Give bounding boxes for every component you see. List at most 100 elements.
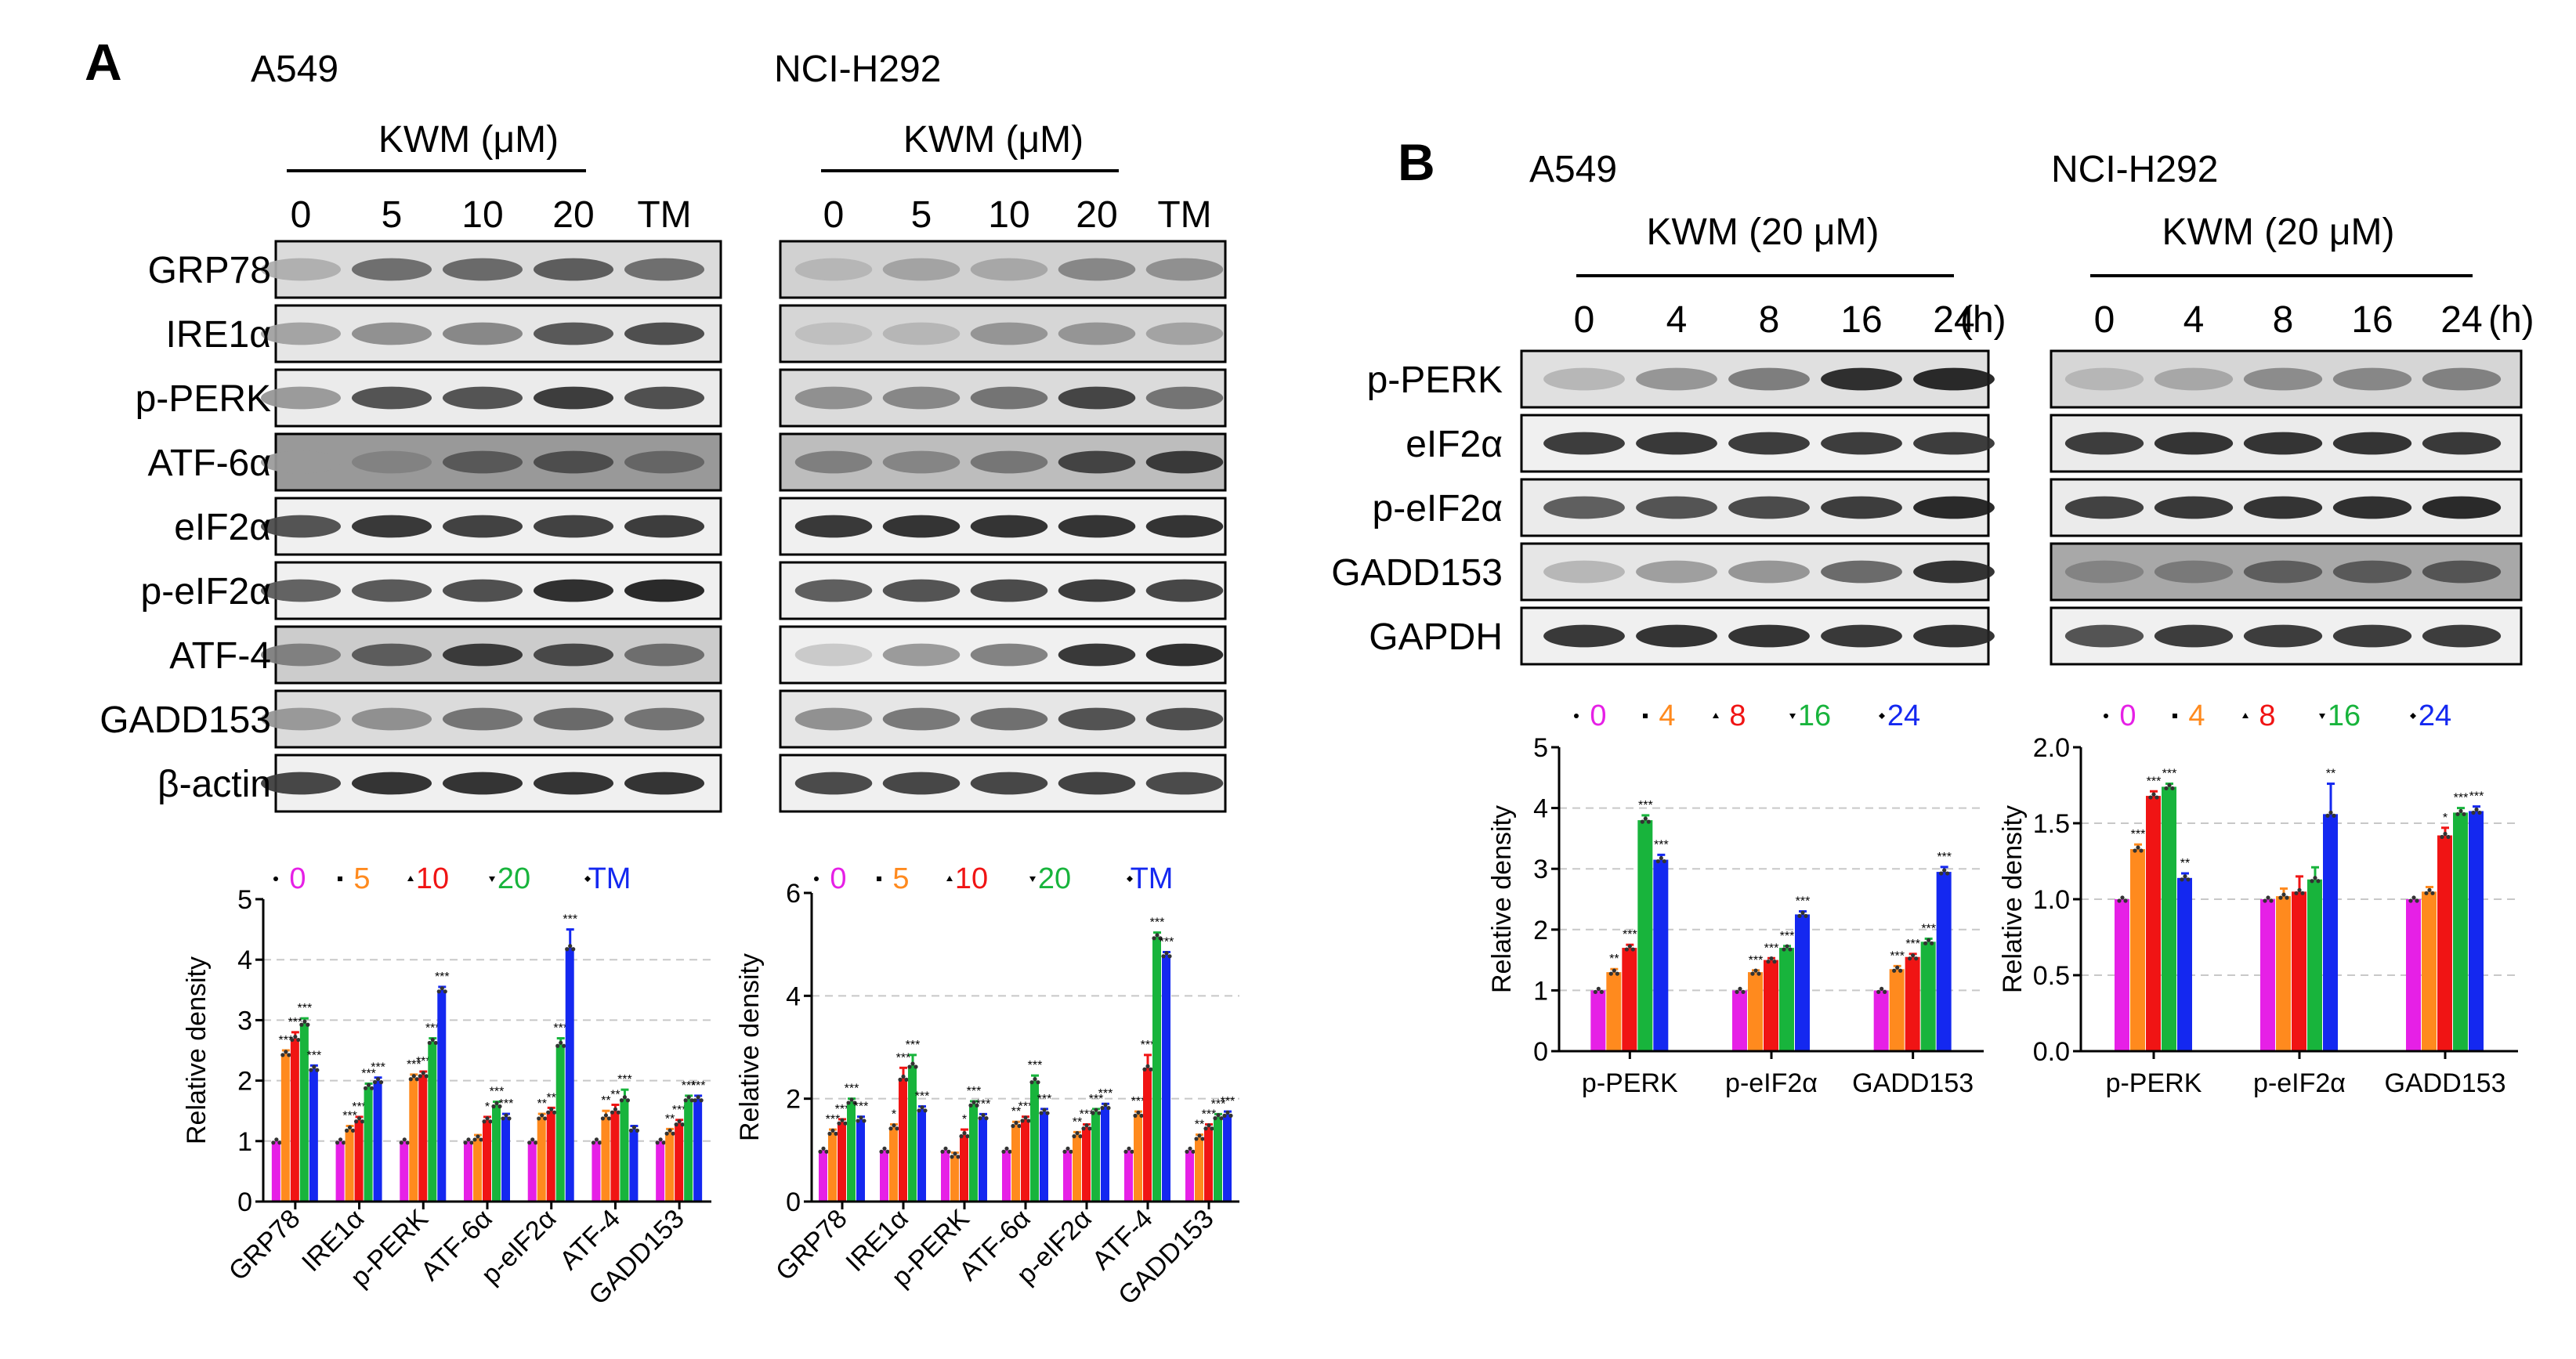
bar <box>1606 972 1622 1051</box>
replicate-point <box>1753 968 1758 973</box>
blot-band <box>1058 772 1136 795</box>
replicate-point <box>1772 960 1777 964</box>
replicate-point <box>882 1146 887 1151</box>
replicate-point <box>862 1119 867 1123</box>
replicate-point <box>1788 947 1793 952</box>
bar <box>345 1129 354 1202</box>
bar <box>409 1077 418 1202</box>
protein-label: ATF-4 <box>169 635 271 677</box>
replicate-point <box>2300 891 2305 895</box>
bar <box>665 1132 675 1202</box>
replicate-point <box>898 1077 903 1082</box>
bar <box>960 1134 968 1202</box>
replicate-point <box>399 1140 403 1145</box>
significance-label: *** <box>2454 792 2469 805</box>
replicate-point <box>2458 808 2463 814</box>
y-tick-label: 5 <box>237 885 252 915</box>
replicate-point <box>1084 1123 1089 1128</box>
bar <box>828 1132 837 1202</box>
replicate-point <box>1612 968 1616 973</box>
replicate-point <box>299 1022 304 1027</box>
replicate-point <box>1185 1149 1189 1154</box>
lane-label: 16 <box>1840 299 1882 341</box>
replicate-point <box>2440 834 2444 840</box>
blot-band <box>1728 432 1810 455</box>
replicate-point <box>1097 1111 1102 1115</box>
significance-label: *** <box>1623 928 1637 942</box>
blot-band <box>533 258 614 281</box>
replicate-point <box>1130 1149 1134 1154</box>
replicate-point <box>940 1149 945 1154</box>
replicate-point <box>2164 786 2169 791</box>
replicate-point <box>1075 1131 1080 1136</box>
bar <box>1030 1080 1039 1202</box>
bar <box>1590 990 1606 1051</box>
blot-band <box>2064 367 2144 391</box>
cell-line-label: NCI-H292 <box>2051 149 2218 190</box>
blot-band <box>1636 560 1717 584</box>
blot-band <box>1913 560 1995 584</box>
replicate-point <box>491 1104 496 1109</box>
bar <box>290 1038 299 1202</box>
legend-marker <box>1127 876 1133 882</box>
legend-label: 5 <box>892 862 909 895</box>
replicate-point <box>1014 1120 1018 1126</box>
replicate-point <box>472 1137 477 1142</box>
replicate-point <box>606 1116 612 1121</box>
blot-band <box>2422 432 2502 455</box>
blot-band <box>2154 624 2234 648</box>
replicate-point <box>683 1098 688 1103</box>
replicate-point <box>436 989 441 994</box>
bar <box>656 1140 665 1202</box>
bar <box>1905 956 1920 1051</box>
bar <box>969 1104 978 1202</box>
replicate-point <box>1136 1110 1141 1115</box>
replicate-point <box>1042 1108 1047 1112</box>
legend-label: 0 <box>2119 699 2136 732</box>
blot-band <box>1145 579 1224 602</box>
bar-charts: 012345************GRP78************IRE1α… <box>182 699 2518 1310</box>
legend-label: 20 <box>497 862 530 895</box>
y-axis-label: Relative density <box>1487 805 1517 993</box>
blot-band <box>624 579 705 602</box>
bar <box>684 1098 693 1202</box>
western-blots: A549 KWM (μM) 0 5 10 20 TM GRP78 IRE1α p-PERK ATF-… <box>99 49 2534 813</box>
y-tick-label: 3 <box>237 1006 252 1036</box>
replicate-point <box>405 1140 410 1145</box>
blot-band <box>533 386 614 410</box>
replicate-point <box>1804 913 1808 918</box>
blot-band <box>533 579 614 602</box>
bar <box>1185 1150 1194 1202</box>
replicate-point <box>1207 1123 1211 1128</box>
replicate-point <box>1883 989 1887 994</box>
replicate-point <box>1911 953 1916 958</box>
replicate-point <box>555 1043 560 1048</box>
replicate-point <box>2136 845 2140 850</box>
replicate-point <box>613 1107 618 1111</box>
blot-band <box>1543 367 1625 391</box>
bar <box>2162 786 2176 1051</box>
replicate-point <box>1914 956 1919 961</box>
blot-band <box>351 386 432 410</box>
replicate-point <box>971 1100 976 1104</box>
replicate-point <box>1213 1116 1217 1121</box>
replicate-point <box>1127 1146 1131 1151</box>
replicate-point <box>834 1131 838 1136</box>
blot-band <box>1543 432 1625 455</box>
replicate-point <box>2455 811 2460 817</box>
replicate-point <box>414 1077 419 1082</box>
blot-band <box>1636 367 1717 391</box>
replicate-point <box>852 1101 857 1105</box>
lane-label: 0 <box>291 194 312 236</box>
blot-band <box>351 322 432 345</box>
bar <box>2469 811 2484 1051</box>
replicate-point <box>469 1140 474 1145</box>
significance-label: ** <box>2326 768 2335 781</box>
significance-label: ** <box>2180 857 2190 870</box>
lane-label: 10 <box>988 194 1029 236</box>
bar <box>592 1140 601 1202</box>
significance-label: ** <box>537 1097 546 1111</box>
replicate-point <box>1026 1119 1031 1123</box>
y-tick-label: 5 <box>1533 733 1548 763</box>
blot-band <box>794 515 873 538</box>
